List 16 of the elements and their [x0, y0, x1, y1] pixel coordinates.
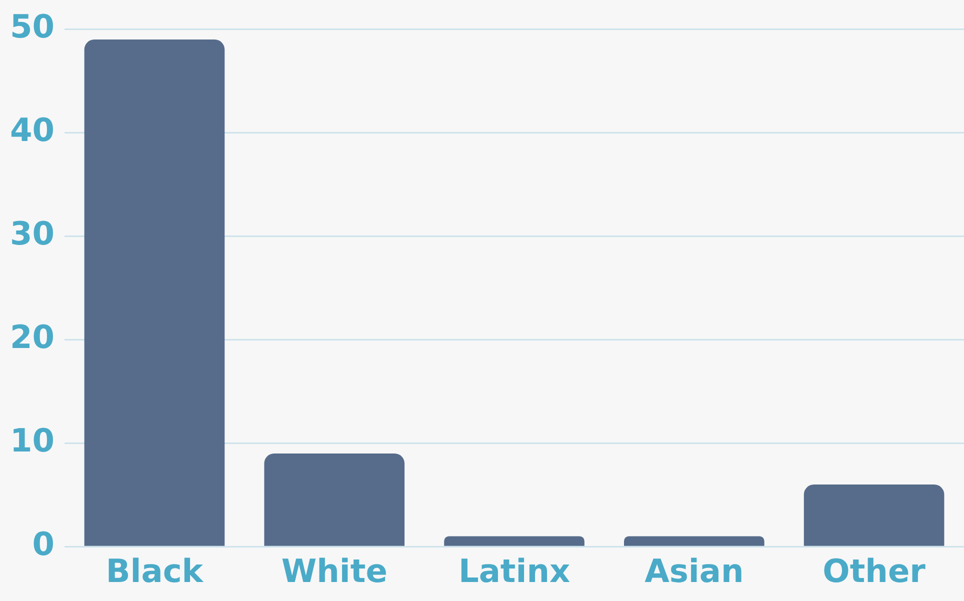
x-tick-label: Latinx: [458, 552, 570, 590]
bar: [84, 40, 225, 546]
y-tick-label: 40: [10, 110, 55, 149]
bar: [624, 536, 764, 546]
x-tick-label: Asian: [644, 552, 744, 590]
x-tick-label: White: [281, 552, 388, 590]
x-tick-label: Other: [822, 552, 926, 590]
y-tick-label: 30: [10, 214, 55, 252]
y-tick-label: 10: [10, 421, 55, 460]
y-tick-label: 20: [10, 318, 55, 356]
bar: [444, 536, 584, 546]
bar: [804, 484, 944, 546]
y-tick-label: 0: [32, 524, 55, 563]
x-tick-label: Black: [106, 552, 204, 590]
y-tick-label: 50: [10, 8, 55, 46]
bar: [264, 453, 405, 546]
